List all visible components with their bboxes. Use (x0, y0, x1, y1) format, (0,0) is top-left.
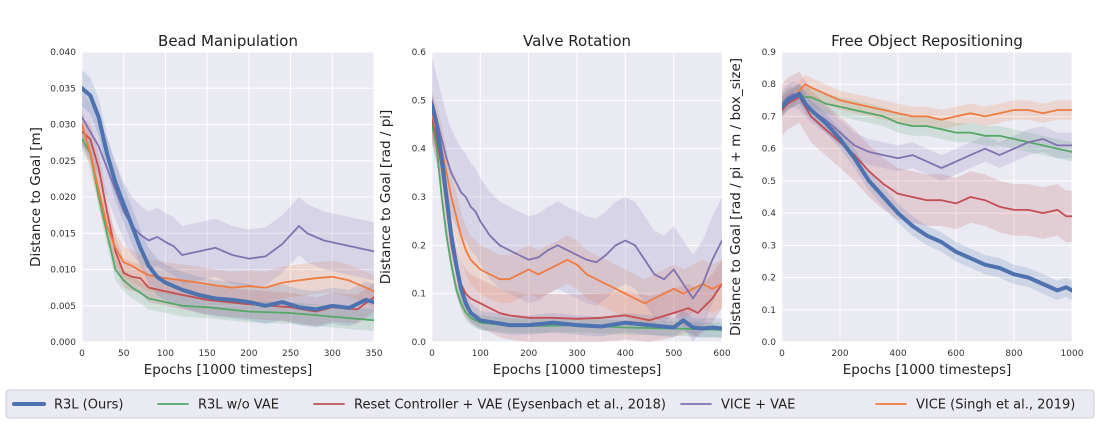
y-axis-label: Distance to Goal [rad / pi + m / box_siz… (728, 58, 744, 336)
y-tick-label: 0.1 (412, 290, 426, 300)
x-tick-label: 50 (118, 349, 130, 359)
x-tick-label: 200 (240, 349, 257, 359)
legend-label: VICE (Singh et al., 2019) (916, 398, 1075, 413)
series-line-novae (782, 93, 1072, 153)
y-tick-label: 0.3 (412, 193, 426, 203)
y-tick-label: 0.015 (50, 229, 76, 239)
x-tick-label: 100 (472, 349, 489, 359)
x-tick-label: 150 (199, 349, 216, 359)
x-tick-label: 400 (617, 349, 634, 359)
series-line-vice (82, 123, 374, 293)
series-line-r3l (432, 103, 722, 331)
x-tick-label: 200 (520, 349, 537, 359)
y-tick-label: 0.005 (50, 302, 76, 312)
legend-label: Reset Controller + VAE (Eysenbach et al.… (354, 398, 666, 413)
band-vicevae (432, 56, 722, 342)
band-vice (432, 90, 722, 328)
x-tick-label: 200 (831, 349, 848, 359)
x-tick-label: 600 (713, 349, 730, 359)
series-line-r3l (82, 86, 374, 312)
y-tick-label: 0.5 (412, 96, 426, 106)
x-tick-label: 400 (889, 349, 906, 359)
x-tick-label: 300 (568, 349, 585, 359)
legend-label: R3L (Ours) (54, 398, 123, 413)
legend-label: R3L w/o VAE (198, 398, 279, 413)
plot-area (782, 52, 1072, 342)
band-vice (82, 108, 374, 308)
legend-entry-reset: Reset Controller + VAE (Eysenbach et al.… (313, 398, 666, 413)
y-tick-label: 0.7 (762, 112, 776, 122)
y-tick-label: 0.4 (412, 145, 427, 155)
x-tick-label: 0 (79, 349, 85, 359)
series-line-reset (782, 96, 1072, 218)
series-line-vicevae (432, 99, 722, 300)
x-tick-label: 350 (365, 349, 382, 359)
series-line-vice (782, 83, 1072, 121)
x-tick-label: 600 (947, 349, 964, 359)
y-tick-label: 0.5 (762, 177, 776, 187)
x-tick-label: 800 (1005, 349, 1022, 359)
x-tick-label: 500 (665, 349, 682, 359)
x-axis-label: Epochs [1000 timesteps] (843, 362, 1012, 378)
y-tick-label: 0.010 (50, 266, 76, 276)
x-tick-label: 1000 (1061, 349, 1084, 359)
y-tick-label: 0.2 (762, 274, 776, 284)
y-tick-label: 0.8 (762, 80, 777, 90)
chart-title: Bead Manipulation (158, 32, 298, 50)
y-axis-label: Distance to Goal [rad / pi] (378, 110, 394, 285)
x-tick-label: 300 (324, 349, 341, 359)
x-axis-label: Epochs [1000 timesteps] (144, 362, 313, 378)
legend-entry-novae: R3L w/o VAE (157, 398, 279, 413)
x-tick-label: 250 (282, 349, 299, 359)
y-tick-label: 0.000 (50, 338, 76, 348)
chart-title: Free Object Repositioning (831, 32, 1023, 50)
series-line-vice (432, 113, 722, 305)
series-line-r3l (782, 91, 1072, 293)
y-tick-label: 0.2 (412, 241, 426, 251)
band-vice (782, 74, 1072, 130)
series-line-reset (82, 130, 374, 313)
x-tick-label: 0 (779, 349, 785, 359)
band-reset (782, 71, 1072, 243)
legend-entry-r3l: R3L (Ours) (12, 398, 123, 413)
legend-entry-vicevae: VICE + VAE (680, 398, 795, 413)
chart-title: Valve Rotation (523, 32, 631, 50)
y-tick-label: 0.0 (412, 338, 427, 348)
legend-entry-vice: VICE (Singh et al., 2019) (875, 398, 1075, 413)
band-novae (82, 128, 374, 332)
x-tick-label: 100 (157, 349, 174, 359)
y-tick-label: 0.0 (762, 338, 777, 348)
y-tick-label: 0.9 (762, 48, 777, 58)
y-tick-label: 0.020 (50, 193, 76, 203)
y-tick-label: 0.025 (50, 157, 76, 167)
band-reset (432, 95, 722, 342)
y-tick-label: 0.030 (50, 121, 76, 131)
x-tick-label: 0 (429, 349, 435, 359)
chart-panel-2: 0 100 200 300 400 500 600 0.0 0.1 0.2 0.3 0.4 0.5 0.6… (378, 32, 731, 378)
band-r3l (782, 84, 1072, 301)
y-tick-label: 0.035 (50, 84, 76, 94)
series-line-novae (82, 138, 374, 322)
chart-panel-3: 0 200 400 600 800 1000 0.0 0.1 0.2 0.3 0.4 0.5 0.6 0.… (728, 32, 1084, 378)
y-tick-label: 0.3 (762, 241, 776, 251)
x-axis-label: Epochs [1000 timesteps] (493, 362, 662, 378)
band-r3l (82, 70, 374, 328)
chart-panel-1: 0 50 100 150 200 250 300 350 0.000 0.005 0.010 0.01… (28, 32, 383, 378)
legend-label: VICE + VAE (721, 398, 795, 413)
series-line-vicevae (82, 116, 374, 260)
y-tick-label: 0.6 (412, 48, 427, 58)
band-reset (82, 117, 374, 327)
legend: R3L (Ours) R3L w/o VAE Reset Controller + … (5, 389, 1095, 419)
y-tick-label: 0.040 (50, 48, 76, 58)
legend-box (5, 389, 1095, 419)
y-axis-label: Distance to Goal [m] (28, 127, 44, 267)
y-tick-label: 0.1 (762, 306, 776, 316)
y-tick-label: 0.4 (762, 209, 777, 219)
y-tick-label: 0.6 (762, 145, 777, 155)
